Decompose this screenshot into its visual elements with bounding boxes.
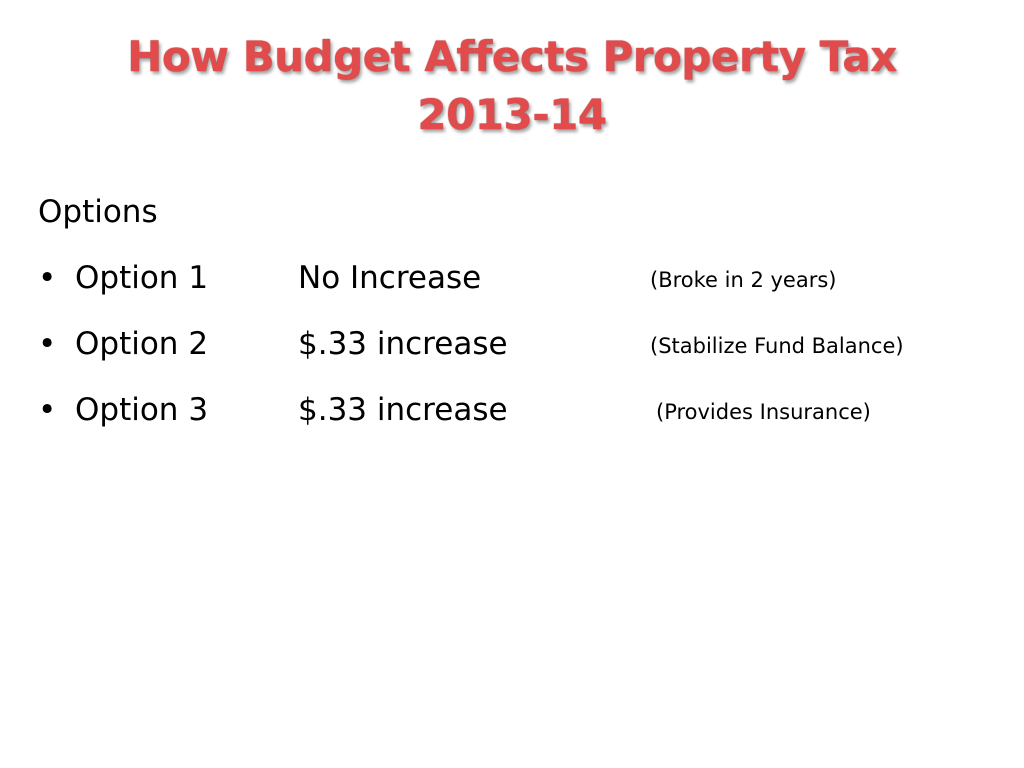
options-list: • Option 1 No Increase (Broke in 2 years… bbox=[0, 256, 1024, 454]
bullet-icon: • bbox=[38, 392, 57, 428]
option-amount: $.33 increase bbox=[298, 392, 508, 428]
option-amount: $.33 increase bbox=[298, 326, 508, 362]
slide-title: How Budget Affects Property Tax 2013-14 bbox=[0, 28, 1024, 144]
bullet-icon: • bbox=[38, 260, 57, 296]
option-name: Option 1 bbox=[75, 260, 209, 296]
option-name: Option 2 bbox=[75, 326, 209, 362]
option-item-1: • Option 1 No Increase (Broke in 2 years… bbox=[0, 256, 1024, 322]
option-item-3: • Option 3 $.33 increase (Provides Insur… bbox=[0, 388, 1024, 454]
option-item-2: • Option 2 $.33 increase (Stabilize Fund… bbox=[0, 322, 1024, 388]
option-amount: No Increase bbox=[298, 260, 482, 296]
slide-title-line-1: How Budget Affects Property Tax bbox=[127, 32, 897, 81]
slide-title-line-2: 2013-14 bbox=[417, 90, 607, 139]
option-note: (Stabilize Fund Balance) bbox=[650, 334, 904, 358]
option-name: Option 3 bbox=[75, 392, 209, 428]
option-note: (Provides Insurance) bbox=[656, 400, 871, 424]
bullet-icon: • bbox=[38, 326, 57, 362]
options-heading: Options bbox=[38, 194, 158, 230]
option-note: (Broke in 2 years) bbox=[650, 268, 837, 292]
